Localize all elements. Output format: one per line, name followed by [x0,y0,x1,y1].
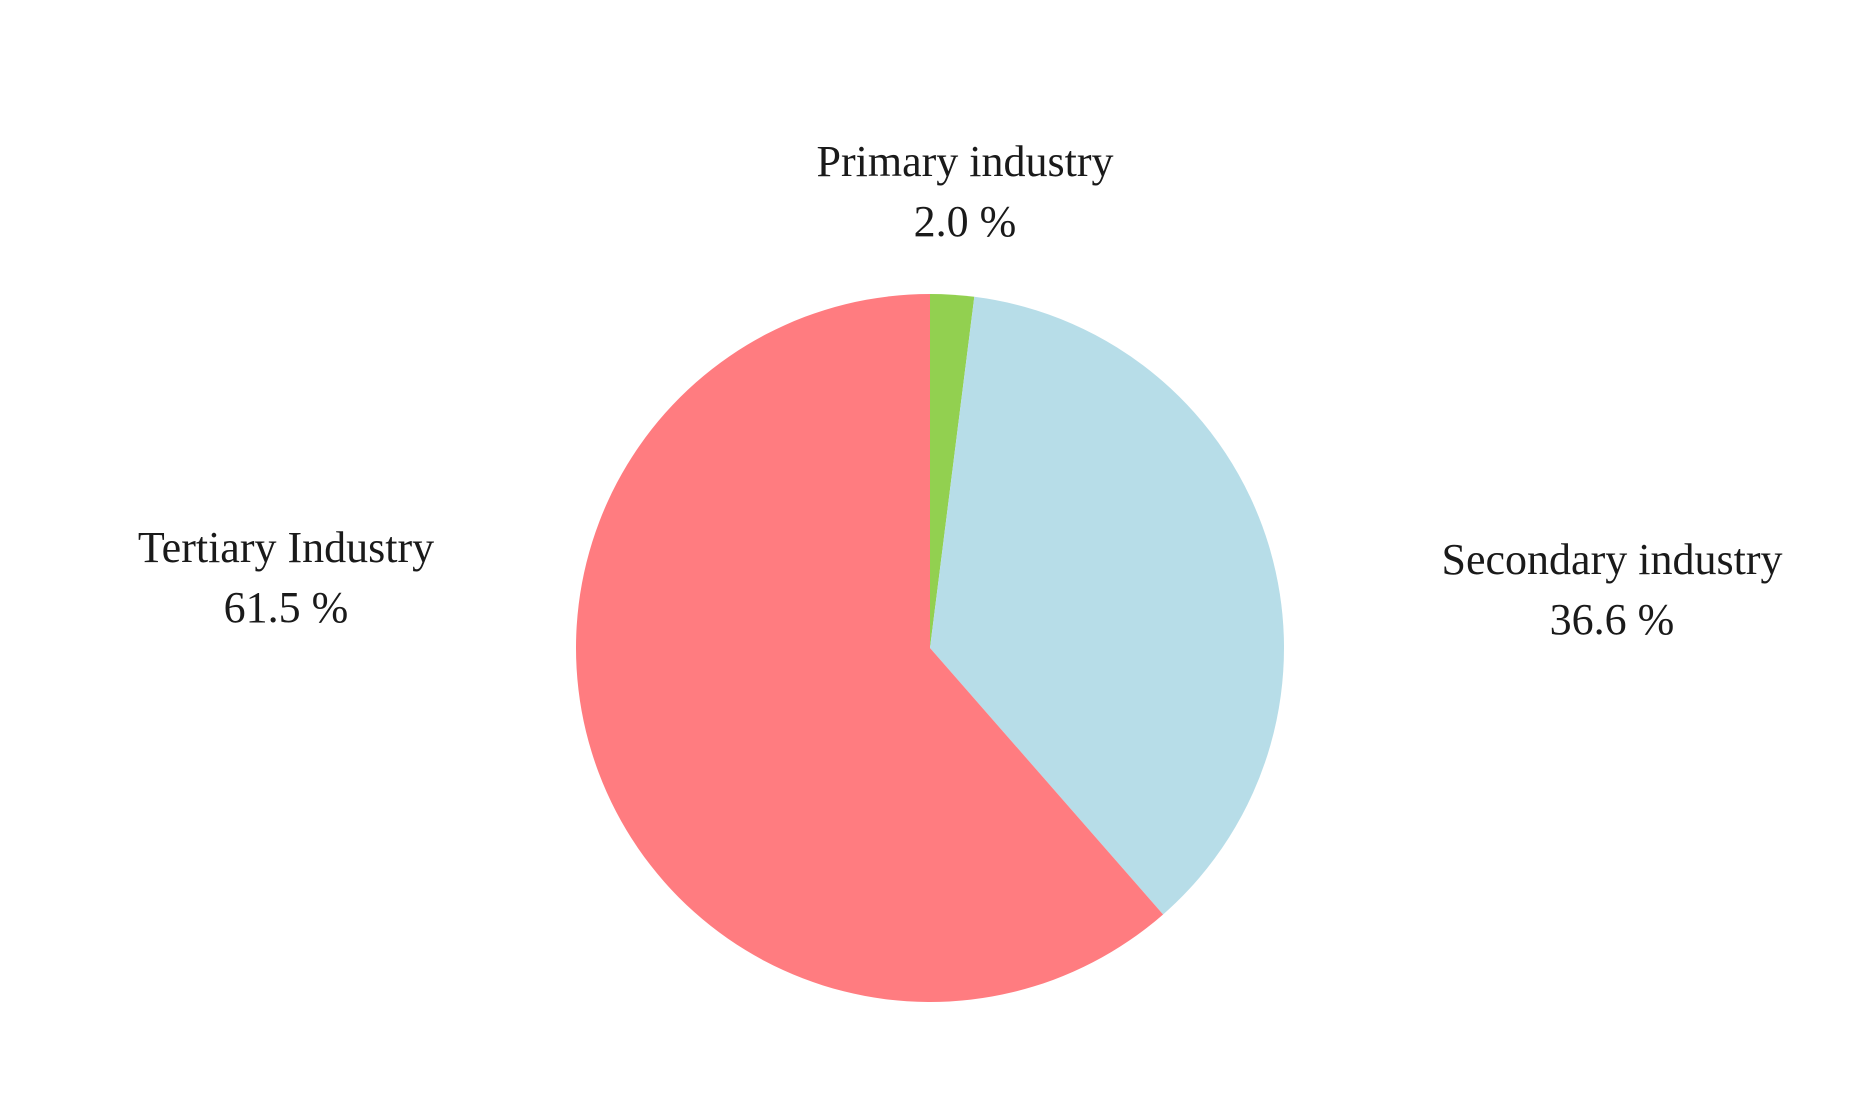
pie-slice-primary-industry [930,294,975,648]
tertiary-industry-value: 61.5 % [224,583,349,632]
secondary-industry-name: Secondary industry [1442,535,1783,584]
secondary-industry-value: 36.6 % [1550,595,1675,644]
pie-slice-tertiary-industry [576,294,1164,1003]
tertiary-industry-label: Tertiary Industry 61.5 % [138,523,434,632]
pie-slice-secondary-industry [930,296,1284,915]
slices-layer [576,294,1284,1003]
primary-industry-name: Primary industry [817,137,1114,186]
primary-industry-label: Primary industry 2.0 % [817,137,1114,246]
primary-industry-value: 2.0 % [914,197,1017,246]
tertiary-industry-name: Tertiary Industry [138,523,434,572]
secondary-industry-label: Secondary industry 36.6 % [1442,535,1783,644]
